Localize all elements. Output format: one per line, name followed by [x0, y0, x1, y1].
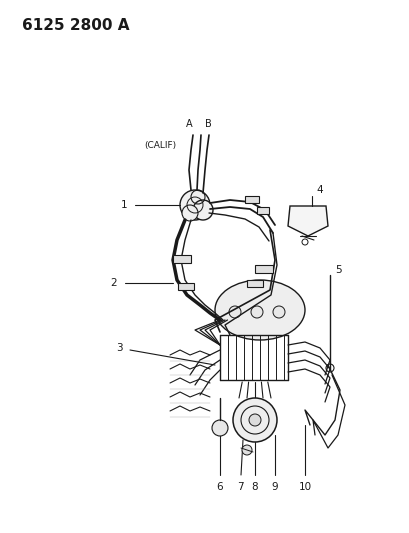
Text: 6: 6 [216, 482, 223, 492]
Text: 7: 7 [236, 482, 243, 492]
Bar [178, 283, 193, 290]
Circle shape [182, 205, 198, 221]
Circle shape [248, 414, 261, 426]
Bar [173, 255, 191, 263]
Bar [246, 280, 262, 287]
Bar [254, 265, 272, 273]
Circle shape [232, 398, 276, 442]
Circle shape [250, 306, 262, 318]
Circle shape [211, 420, 227, 436]
Text: 6125 2800 A: 6125 2800 A [22, 18, 129, 33]
Circle shape [272, 306, 284, 318]
Circle shape [193, 200, 213, 220]
Text: 4: 4 [315, 185, 322, 195]
Text: 3: 3 [116, 343, 123, 353]
Text: 10: 10 [298, 482, 311, 492]
Circle shape [229, 306, 240, 318]
Bar [256, 207, 268, 214]
Polygon shape [287, 206, 327, 236]
Circle shape [180, 190, 209, 220]
Text: 2: 2 [110, 278, 117, 288]
Text: A: A [185, 119, 192, 129]
Circle shape [241, 445, 252, 455]
Bar [245, 196, 258, 203]
Text: (CALIF): (CALIF) [144, 141, 175, 149]
Text: B: B [204, 119, 211, 129]
Text: 5: 5 [334, 265, 341, 275]
Text: 1: 1 [120, 200, 127, 210]
Ellipse shape [214, 280, 304, 340]
Text: 9: 9 [271, 482, 278, 492]
Text: 8: 8 [251, 482, 258, 492]
